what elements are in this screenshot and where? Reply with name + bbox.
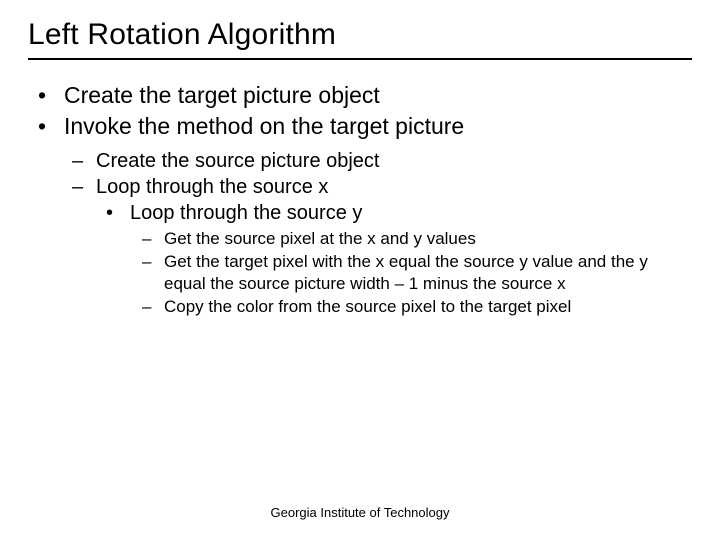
- bullet-level1: • Invoke the method on the target pictur…: [38, 113, 692, 140]
- slide-footer: Georgia Institute of Technology: [0, 505, 720, 520]
- bullet-level4: – Copy the color from the source pixel t…: [142, 296, 692, 317]
- bullet-text: Invoke the method on the target picture: [64, 113, 464, 140]
- bullet-level2: – Create the source picture object: [72, 150, 692, 173]
- dash-icon: –: [142, 296, 164, 317]
- dash-icon: –: [72, 150, 96, 173]
- bullet-text: Copy the color from the source pixel to …: [164, 296, 571, 317]
- bullet-level1: • Create the target picture object: [38, 82, 692, 109]
- bullet-level2: – Loop through the source x: [72, 176, 692, 199]
- bullet-text: Create the source picture object: [96, 150, 380, 173]
- bullet-level3: • Loop through the source y: [106, 202, 692, 225]
- slide-title: Left Rotation Algorithm: [28, 18, 692, 60]
- dash-icon: –: [142, 228, 164, 249]
- bullet-level4: – Get the target pixel with the x equal …: [142, 251, 692, 294]
- dash-icon: –: [72, 176, 96, 199]
- dot-icon: •: [106, 202, 130, 225]
- bullet-text: Loop through the source x: [96, 176, 328, 199]
- dash-icon: –: [142, 251, 164, 294]
- bullet-level4: – Get the source pixel at the x and y va…: [142, 228, 692, 249]
- dot-icon: •: [38, 113, 64, 140]
- slide-container: Left Rotation Algorithm • Create the tar…: [0, 0, 720, 317]
- dot-icon: •: [38, 82, 64, 109]
- bullet-text: Create the target picture object: [64, 82, 380, 109]
- bullet-text: Loop through the source y: [130, 202, 362, 225]
- bullet-text: Get the source pixel at the x and y valu…: [164, 228, 476, 249]
- bullet-text: Get the target pixel with the x equal th…: [164, 251, 692, 294]
